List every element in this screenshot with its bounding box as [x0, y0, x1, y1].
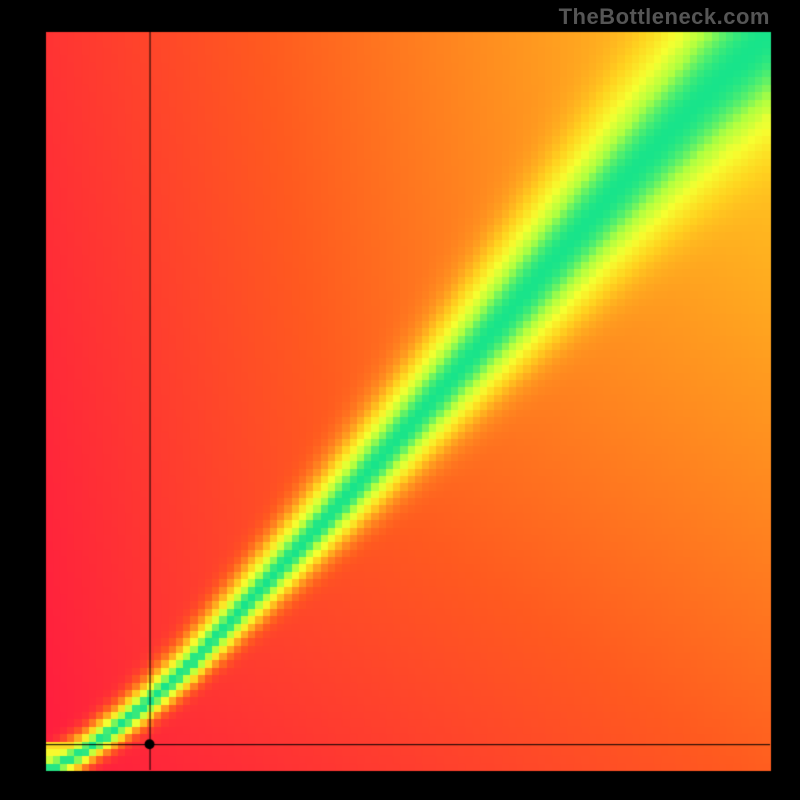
- heatmap-canvas: [0, 0, 800, 800]
- watermark-text: TheBottleneck.com: [559, 4, 770, 30]
- chart-container: TheBottleneck.com: [0, 0, 800, 800]
